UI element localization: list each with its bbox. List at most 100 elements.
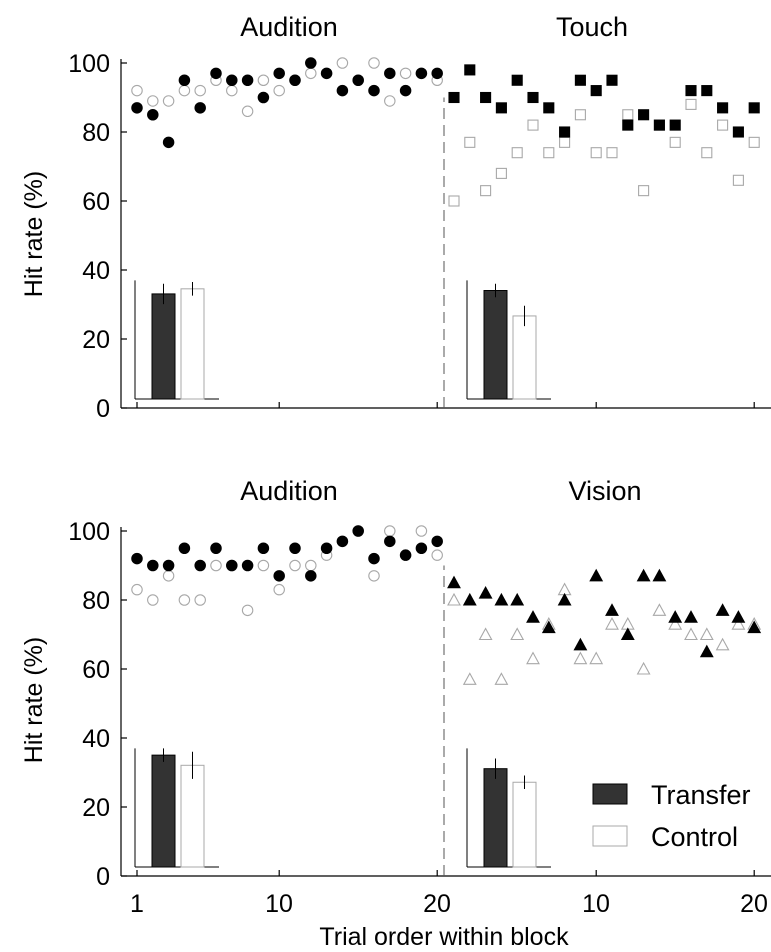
transfer-square-point <box>606 74 618 86</box>
transfer-circle-point <box>368 84 380 97</box>
transfer-circle-point <box>226 559 238 572</box>
transfer-triangle-point <box>620 627 635 641</box>
transfer-circle-point <box>336 535 349 548</box>
y-tick-label: 60 <box>82 656 110 684</box>
inset-bar-control <box>180 288 205 400</box>
transfer-square-point <box>701 85 713 97</box>
control-square-point <box>495 167 507 179</box>
transfer-circle-point <box>147 559 159 572</box>
control-square-point <box>732 174 744 186</box>
bottom-axes <box>120 527 771 877</box>
control-circle-point <box>305 559 317 572</box>
y-tick-label: 0 <box>96 863 110 891</box>
control-triangle-point <box>684 627 698 641</box>
control-circle-point <box>415 525 428 537</box>
transfer-circle-point <box>131 102 143 114</box>
control-triangle-point <box>462 672 477 685</box>
transfer-square-point <box>732 126 744 138</box>
x-tick-label: 20 <box>740 890 768 918</box>
transfer-square-point <box>574 74 586 86</box>
y-tick-label: 100 <box>68 50 110 78</box>
transfer-square-point <box>685 85 697 97</box>
transfer-triangle-point <box>589 568 604 582</box>
transfer-triangle-point <box>447 575 461 589</box>
control-triangle-point <box>526 651 540 665</box>
y-tick-label: 80 <box>82 119 110 147</box>
control-triangle-point <box>731 617 746 630</box>
inset-bar-transfer <box>483 768 508 868</box>
transfer-circle-point <box>320 542 333 554</box>
control-circle-point <box>241 604 254 617</box>
transfer-circle-point <box>289 542 301 554</box>
transfer-square-point <box>495 102 507 114</box>
transfer-square-point <box>622 119 634 131</box>
transfer-circle-point <box>352 74 364 87</box>
top-touch-title: Touch <box>556 12 628 42</box>
transfer-circle-point <box>210 67 222 80</box>
transfer-square-point <box>653 119 665 131</box>
bottom-y-axis-label: Hit rate (%) <box>20 637 48 763</box>
transfer-square-point <box>590 85 602 97</box>
x-tick-label: 10 <box>582 890 610 918</box>
control-square-point <box>480 185 492 197</box>
transfer-triangle-point <box>668 610 683 623</box>
transfer-square-point <box>480 91 492 104</box>
control-square-point <box>464 136 476 148</box>
control-circle-point <box>162 570 175 582</box>
transfer-circle-point <box>305 57 317 69</box>
control-circle-point <box>368 57 380 69</box>
control-triangle-point <box>652 603 667 616</box>
y-tick-label: 20 <box>82 794 110 822</box>
transfer-circle-point <box>178 74 191 87</box>
control-circle-point <box>257 559 270 572</box>
top-axes <box>120 59 771 409</box>
transfer-triangle-point <box>605 603 619 616</box>
transfer-series-audition <box>131 525 443 582</box>
control-square-point <box>511 147 523 159</box>
y-tick-label: 60 <box>82 188 110 216</box>
x-tick-label: 20 <box>423 890 451 918</box>
transfer-circle-point <box>131 552 143 565</box>
transfer-circle-point <box>273 570 285 582</box>
transfer-circle-point <box>241 559 254 572</box>
control-triangle-point <box>510 627 525 641</box>
inset-bar-transfer <box>483 290 508 400</box>
control-circle-point <box>162 95 175 107</box>
transfer-circle-point <box>194 102 206 114</box>
transfer-circle-point <box>162 136 175 149</box>
x-tick-label: 10 <box>265 890 293 918</box>
transfer-series-audition <box>131 57 443 149</box>
transfer-triangle-point <box>747 620 762 634</box>
transfer-circle-point <box>384 535 396 548</box>
transfer-square-point <box>638 109 650 121</box>
inset-bar-chart <box>134 748 219 868</box>
x-axis-label: Trial order within block <box>319 923 569 951</box>
control-circle-point <box>147 95 159 107</box>
control-circle-point <box>131 583 143 596</box>
transfer-circle-point <box>399 549 412 561</box>
control-square-point <box>622 109 634 121</box>
y-tick-label: 0 <box>96 395 110 423</box>
control-square-point <box>543 147 555 159</box>
transfer-triangle-point <box>541 620 556 634</box>
control-circle-point <box>210 559 222 572</box>
top-y-tick-labels: 0 20 40 60 80 100 <box>68 50 110 423</box>
control-circle-point <box>194 594 206 606</box>
transfer-circle-point <box>226 74 238 87</box>
top-panel: Audition Touch Hit rate (%) 0 20 40 60 8… <box>20 12 771 423</box>
inset-bar-transfer <box>151 293 176 400</box>
transfer-square-point <box>669 119 681 131</box>
transfer-triangle-point <box>526 610 540 623</box>
transfer-circle-point <box>241 74 254 87</box>
control-circle-point <box>368 570 380 582</box>
transfer-circle-point <box>431 535 443 548</box>
top-y-axis-label: Hit rate (%) <box>20 171 48 297</box>
y-tick-label: 40 <box>82 257 110 285</box>
transfer-triangle-point <box>731 610 746 623</box>
inset-bar-control <box>180 764 205 868</box>
control-square-point <box>527 119 539 131</box>
control-square-point <box>574 109 586 121</box>
control-circle-point <box>305 67 317 80</box>
transfer-circle-point <box>305 570 317 582</box>
bottom-x-tick-labels: 1 10 20 10 20 <box>130 890 768 918</box>
